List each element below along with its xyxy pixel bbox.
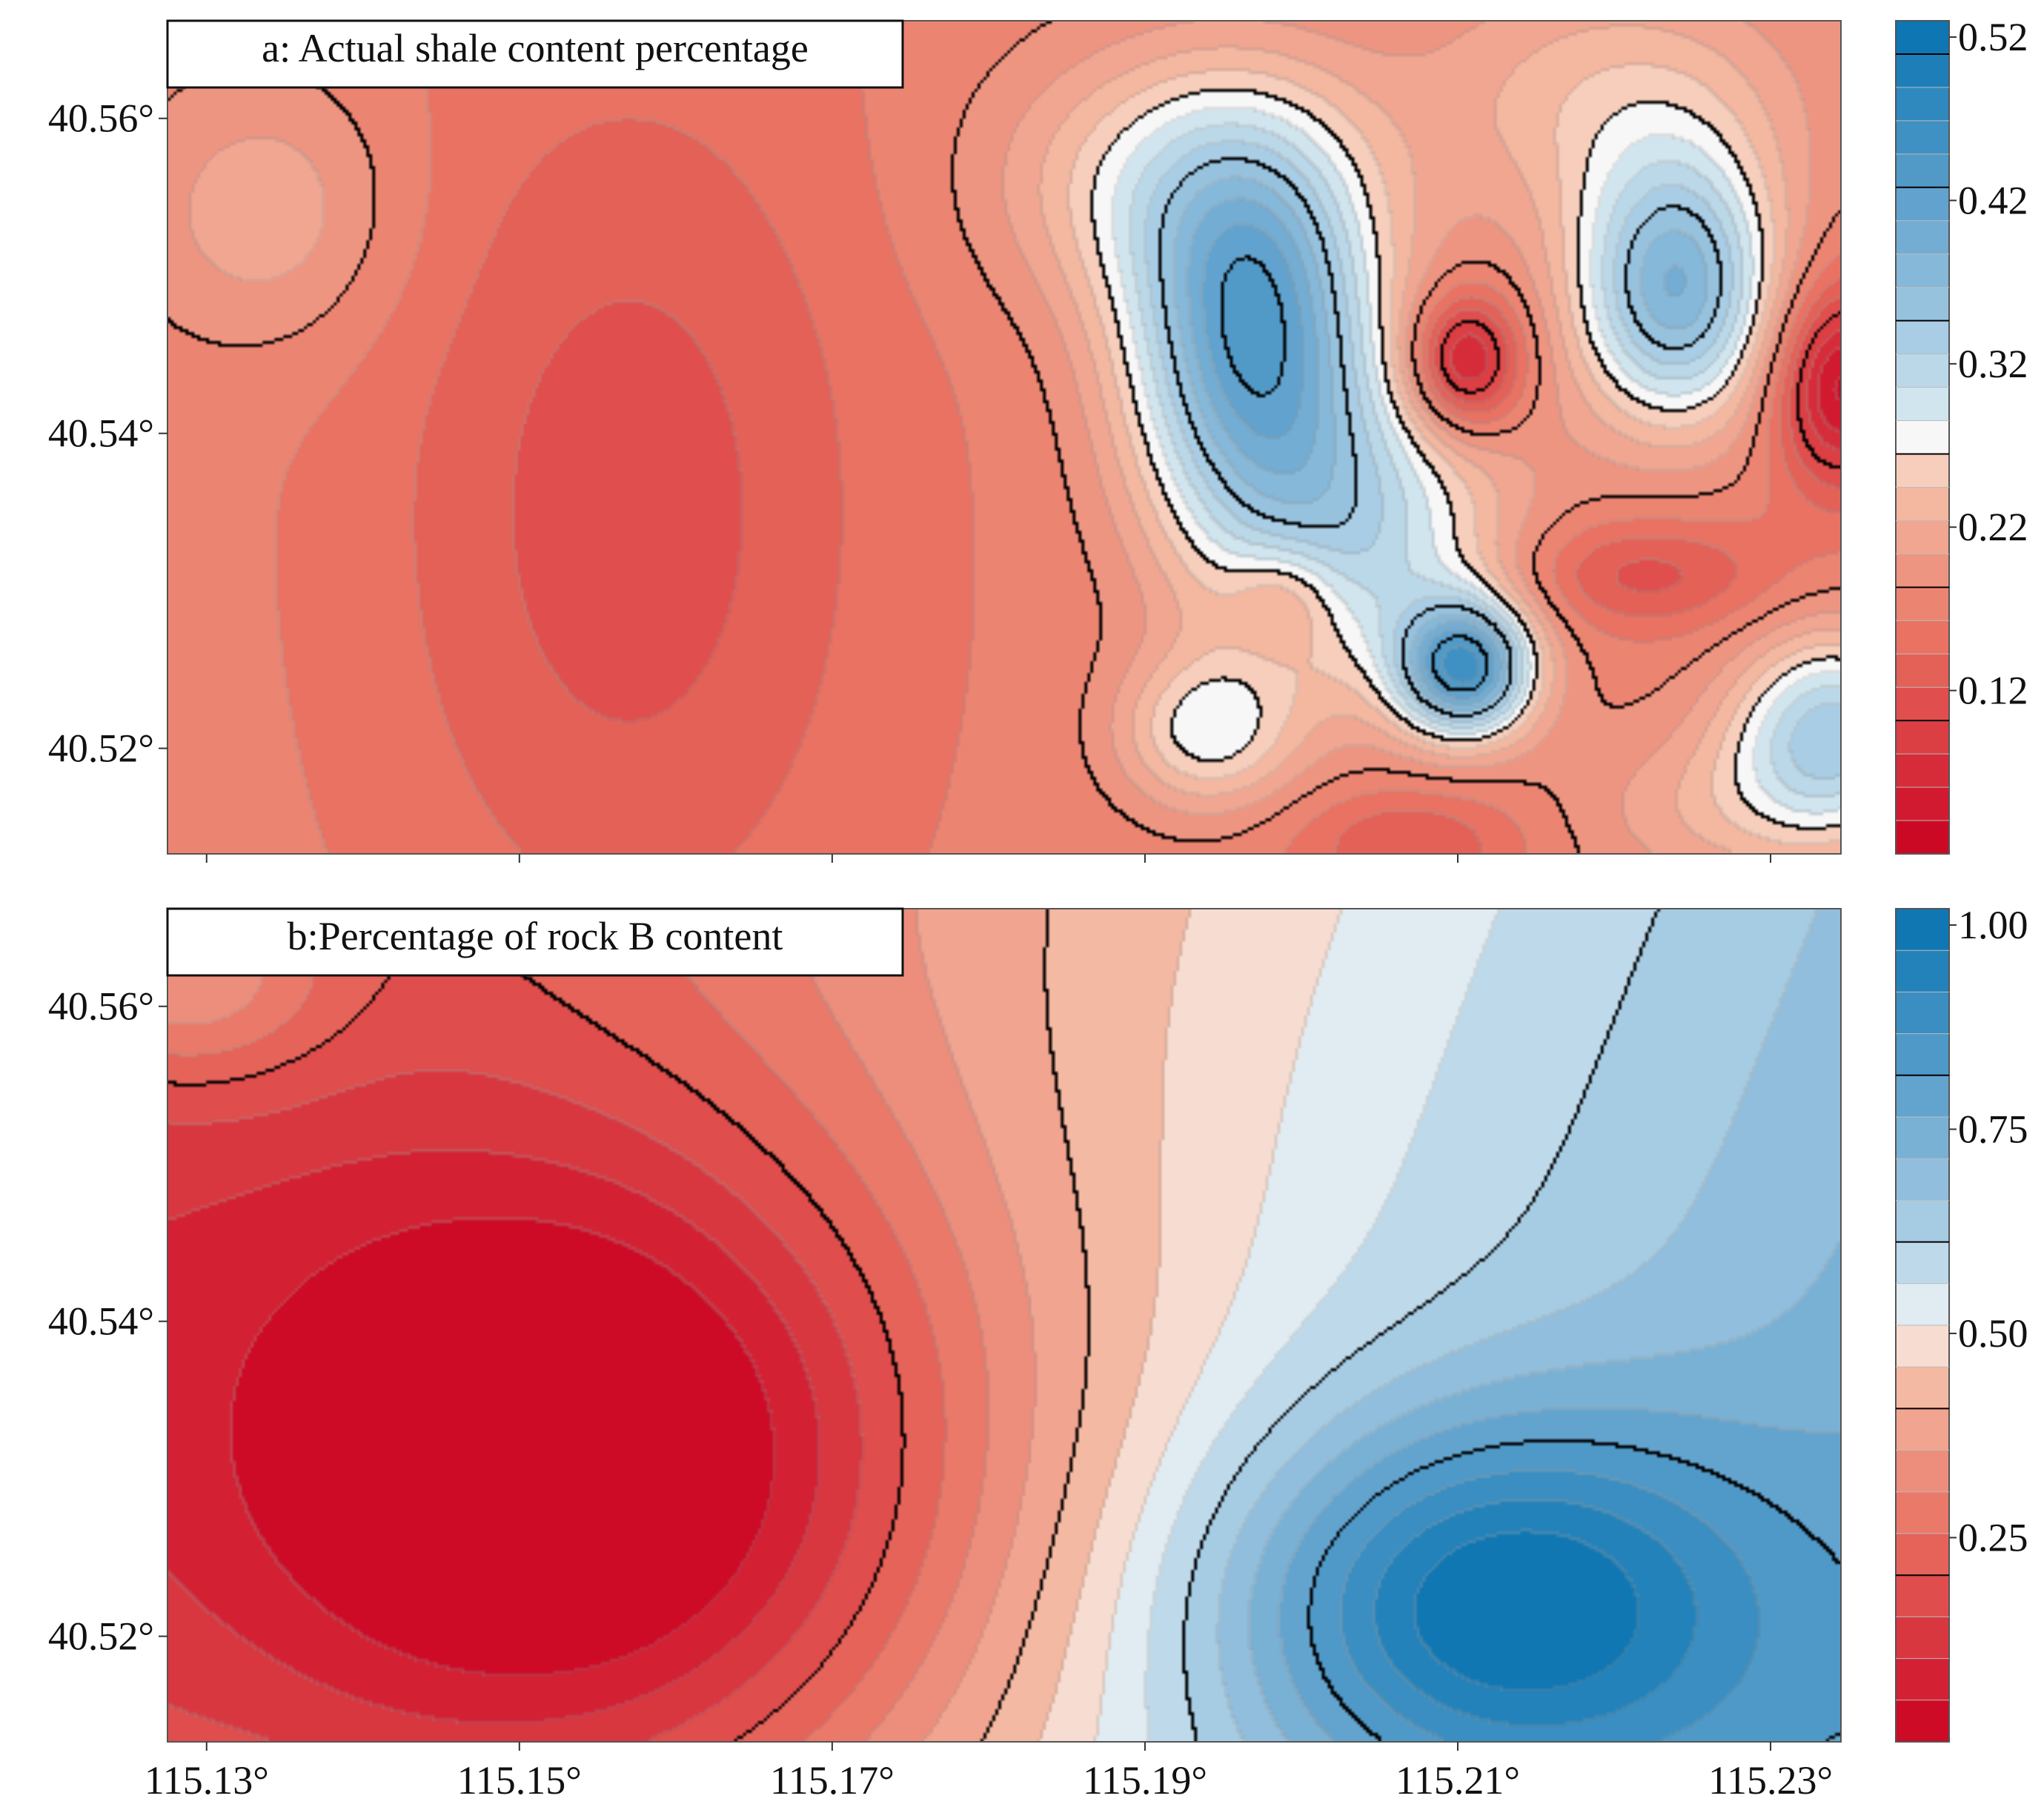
panel-a: 40.52° 40.54° 40.56° a: Actual shale conte… [48, 15, 2028, 863]
panel-b-label-box: b:Percentage of rock B content [166, 907, 904, 977]
colorbar-tick-label: 0.75 [1958, 1107, 2028, 1152]
panel-b-colorbar: 0.25 0.50 0.75 1.00 [1895, 903, 2028, 1743]
colorbar-tick-label: 0.42 [1958, 178, 2028, 222]
x-tick-label: 115.19° [1083, 1758, 1207, 1803]
panel-a-contour-fill [167, 21, 1841, 854]
panel-b-frame [167, 908, 1842, 1743]
panel-b-title: b:Percentage of rock B content [288, 914, 783, 958]
y-tick-label: 40.52° [48, 1614, 154, 1659]
colorbar-tick-label: 0.25 [1958, 1516, 2028, 1560]
x-tick-label: 115.13° [145, 1758, 269, 1803]
panel-b-colorbar-ticks: 0.25 0.50 0.75 1.00 [1896, 903, 2028, 1701]
x-tick-label: 115.21° [1396, 1758, 1520, 1803]
panel-a-colorbar-ticks: 0.12 0.22 0.32 0.42 0.52 [1896, 15, 2028, 821]
colorbar-tick-label: 0.52 [1958, 15, 2028, 59]
panel-a-frame [167, 20, 1842, 855]
panel-a-colorbar-fill [1896, 21, 1949, 854]
panel-b: 40.52° 40.54° 40.56° 115.13° 115.15° 115.17° 1… [48, 903, 2028, 1803]
panel-a-field [167, 21, 1841, 854]
colorbar-tick-label: 0.22 [1958, 505, 2028, 549]
panel-b-axes: 40.52° 40.54° 40.56° 115.13° 115.15° 115.17° 1… [48, 984, 1833, 1803]
colorbar-tick-label: 0.32 [1958, 342, 2028, 386]
y-tick-label: 40.54° [48, 411, 154, 456]
x-tick-label: 115.15° [457, 1758, 582, 1803]
x-tick-label: 115.23° [1708, 1758, 1833, 1803]
panel-a-colorbar: 0.12 0.22 0.32 0.42 0.52 [1895, 15, 2028, 855]
colorbar-tick-label: 0.50 [1958, 1311, 2028, 1356]
panel-b-field [167, 909, 1841, 1742]
colorbar-tick-label: 1.00 [1958, 903, 2028, 947]
y-tick-label: 40.56° [48, 984, 154, 1029]
y-tick-label: 40.52° [48, 726, 154, 771]
y-tick-label: 40.56° [48, 96, 154, 141]
panel-a-title: a: Actual shale content percentage [262, 26, 809, 70]
colorbar-tick-label: 0.12 [1958, 669, 2028, 713]
panel-a-axes: 40.52° 40.54° 40.56° [48, 96, 1772, 863]
x-tick-label: 115.17° [770, 1758, 895, 1803]
panel-b-contour-fill [167, 909, 1841, 1742]
y-tick-label: 40.54° [48, 1299, 154, 1344]
panel-a-label-box: a: Actual shale content percentage [166, 19, 904, 89]
